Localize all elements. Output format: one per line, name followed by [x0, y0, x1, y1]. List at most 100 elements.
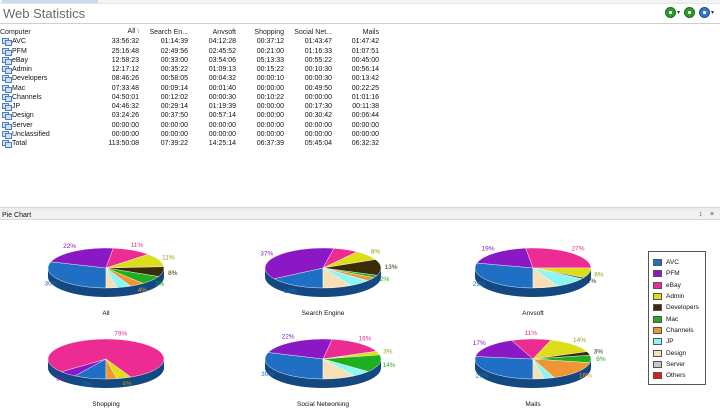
pie-slice-label: 8% [371, 248, 381, 255]
column-header-social-networking[interactable]: Social Net... [294, 28, 332, 36]
panel-splitter[interactable] [0, 207, 720, 211]
refresh-button[interactable] [683, 7, 695, 18]
pie-chart: 30% 22% 16% 3% 14% Social Networking [261, 334, 396, 408]
pie-slice-label: 30% [261, 371, 274, 378]
time-cell: 00:00:00 [351, 121, 379, 129]
time-cell: 00:00:30 [304, 75, 332, 83]
column-header-shopping[interactable]: Shopping [254, 28, 284, 36]
table-row[interactable]: Unclassified 00:00:00 00:00:00 00:00:00 00:0… [0, 130, 379, 139]
time-cell: 00:45:00 [351, 56, 379, 64]
time-cell: 113:50:08 [108, 140, 139, 147]
pie-slice-label: 14% [383, 362, 396, 369]
computer-icon [2, 38, 12, 47]
legend-label: Channels [666, 326, 694, 334]
table-row[interactable]: Admin 12:17:12 00:35:22 01:09:13 00:15:22 00:… [0, 65, 379, 75]
time-cell: 00:00:00 [111, 121, 139, 129]
time-cell: 01:07:51 [351, 47, 379, 55]
pie-slice [47, 338, 165, 378]
time-cell: 00:37:50 [160, 112, 188, 120]
table-row[interactable]: Developers 08:46:26 00:58:05 00:04:32 00:00:… [0, 74, 379, 84]
table-row[interactable]: AVC 33:56:32 01:14:39 04:12:28 00:37:12 01:43… [0, 37, 379, 47]
column-header-search-engine[interactable]: Search En... [149, 28, 188, 36]
table-row[interactable]: Design 03:24:26 00:37:50 00:57:14 00:00:00 00… [0, 111, 379, 121]
time-cell: 00:12:02 [160, 93, 188, 101]
pie-slice-label: 16% [284, 288, 297, 295]
export-button[interactable]: ▾ [664, 7, 680, 18]
legend-label: JP [666, 338, 674, 346]
legend-label: PFM [666, 270, 680, 278]
column-header-anvsoft[interactable]: Anvsoft [212, 28, 236, 36]
time-cell: 00:00:00 [351, 130, 379, 138]
table-row[interactable]: PFM 25:16:48 02:49:56 02:45:52 00:21:00 01:16… [0, 47, 379, 56]
time-cell: 00:33:00 [160, 56, 188, 64]
legend-swatch [653, 372, 662, 380]
pie-slice [273, 267, 324, 289]
time-cell: 00:00:00 [208, 130, 236, 138]
time-cell: 01:43:47 [304, 38, 332, 46]
table-row[interactable]: Total 113:50:08 07:39:22 14:25:14 06:37:39 05… [0, 139, 379, 149]
time-cell: 01:19:39 [208, 103, 236, 110]
time-cell: 00:00:00 [304, 121, 332, 129]
pie-slice-label: 3% [594, 349, 604, 356]
time-cell: 00:00:00 [160, 121, 188, 129]
time-cell: 00:29:14 [160, 103, 188, 110]
pie-slice-label: 17% [473, 340, 486, 347]
pie-slice [322, 354, 382, 372]
time-cell: 33:56:32 [111, 38, 139, 46]
pie-slice [532, 358, 545, 380]
table-row[interactable]: Server 00:00:00 00:00:00 00:00:00 00:00:00 00… [0, 121, 379, 130]
active-tab-indicator [2, 0, 98, 3]
time-cell: 00:55:22 [304, 56, 332, 64]
time-cell: 12:17:12 [111, 66, 139, 73]
pie-slice-label: 30% [44, 280, 57, 287]
computer-cell: PFM [0, 47, 105, 56]
legend-label: Mac [666, 315, 679, 323]
pin-icon[interactable]: ↕ [699, 211, 703, 218]
computer-name: Admin [12, 66, 32, 73]
column-header-mails[interactable]: Mails [362, 28, 379, 36]
computer-cell: AVC [0, 37, 105, 47]
pie-slice-label: 16% [579, 373, 592, 380]
computer-cell: Total [0, 139, 105, 149]
pie-slice-label: 27% [571, 246, 584, 253]
time-cell: 00:35:22 [160, 66, 188, 73]
table-row[interactable]: Mac 07:33:48 00:09:14 00:01:40 00:00:00 00:49… [0, 84, 379, 93]
pie-slice [50, 247, 114, 269]
legend-swatch [653, 259, 662, 267]
time-cell: 00:00:00 [208, 121, 236, 129]
export-excel-icon [664, 7, 676, 18]
pie-side [48, 268, 164, 297]
time-cell: 00:56:14 [351, 66, 379, 73]
time-cell: 00:57:14 [208, 112, 236, 120]
pie-slice-label: 11% [131, 242, 144, 249]
table-row[interactable]: Channels 04:50:01 00:12:02 00:00:30 00:10:22… [0, 93, 379, 102]
time-cell: 08:46:26 [111, 75, 139, 83]
pie-slice-label: 9% [82, 381, 92, 388]
pie-slice [322, 267, 352, 289]
pie-side [475, 359, 591, 388]
table-row[interactable]: eBay 12:58:23 00:33:00 03:54:06 05:13:33 00:5… [0, 56, 379, 65]
pie-slice [476, 247, 534, 269]
table-row[interactable]: JP 04:46:32 00:29:14 01:19:39 00:00:00 00:17:… [0, 102, 379, 112]
pie-side [265, 359, 381, 388]
close-icon[interactable]: × [710, 211, 715, 218]
time-cell: 03:54:06 [208, 56, 236, 64]
time-cell: 04:46:32 [111, 103, 139, 110]
column-header-all[interactable]: All \ [127, 28, 139, 35]
legend-item: Server [653, 359, 705, 370]
settings-button[interactable]: ▾ [698, 7, 714, 18]
computer-cell: Unclassified [0, 130, 105, 139]
pie-side [48, 359, 164, 388]
chevron-down-icon: ▾ [710, 10, 714, 16]
pie-side [475, 268, 591, 297]
column-header-computer[interactable]: Computer [0, 28, 31, 36]
pie-slice-label: 14% [573, 337, 586, 344]
sort-indicator-icon: \ [137, 29, 139, 35]
pie-slice [105, 358, 118, 380]
settings-icon [698, 7, 710, 18]
legend-item: Admin [653, 291, 705, 302]
computer-icon [2, 56, 12, 65]
computer-icon [2, 93, 12, 102]
pie-slice-label: 13% [384, 264, 397, 271]
